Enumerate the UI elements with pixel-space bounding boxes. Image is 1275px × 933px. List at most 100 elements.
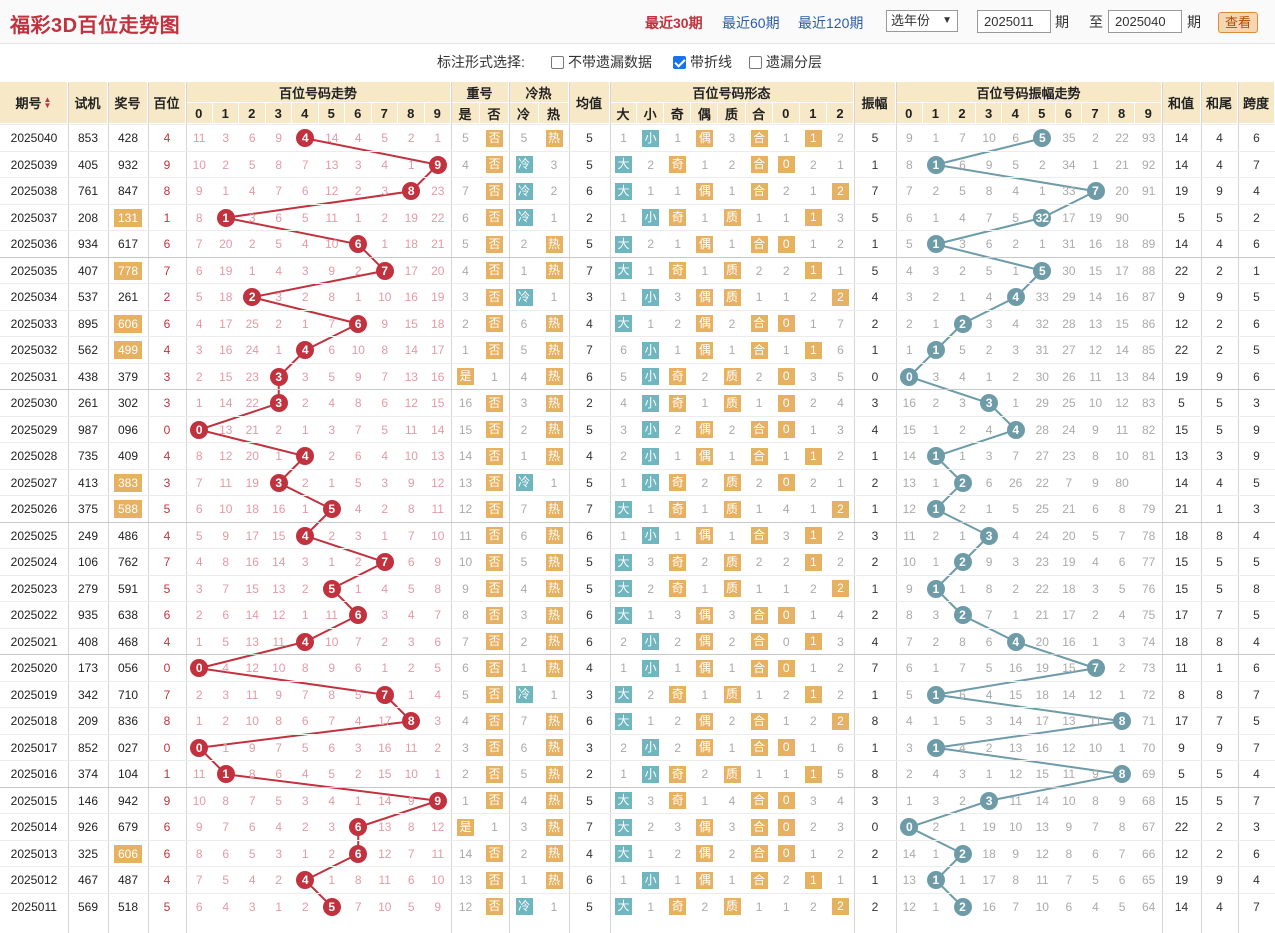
year-select-value: 选年份 — [891, 13, 931, 28]
repeat-tag: 否 — [486, 209, 503, 226]
trend-miss: 3 — [222, 687, 230, 702]
trend-miss: 12 — [325, 184, 339, 198]
row-separator — [0, 495, 1275, 496]
form-miss: 2 — [647, 581, 654, 596]
tail-value: 5 — [1216, 793, 1223, 808]
form-miss: 1 — [620, 290, 627, 304]
trend-miss: 5 — [354, 687, 362, 702]
span-value: 5 — [1253, 343, 1260, 357]
trend-miss: 9 — [354, 369, 362, 384]
amp-miss: 1 — [959, 290, 966, 304]
form-tag: 1 — [804, 553, 822, 571]
amp-value: 2 — [871, 475, 879, 490]
trend-miss: 2 — [301, 581, 309, 596]
period-60-link[interactable]: 最近60期 — [722, 15, 780, 31]
trend-miss: 2 — [354, 767, 362, 781]
avg-value: 6 — [586, 873, 593, 887]
amp-miss: 13 — [902, 873, 916, 887]
amp-miss: 15 — [902, 422, 916, 437]
header-issue[interactable]: 期号 ▲ ▼ — [0, 82, 68, 124]
trial-number: 852 — [77, 740, 99, 755]
trend-miss: 11 — [193, 131, 206, 145]
trend-miss: 1 — [195, 714, 203, 728]
span-value: 6 — [1253, 369, 1260, 384]
query-button[interactable]: 查看 — [1218, 12, 1258, 33]
amp-miss: 29 — [1035, 396, 1049, 410]
form-miss: 2 — [701, 899, 709, 914]
repeat-tag: 否 — [486, 288, 503, 306]
checkbox-icon[interactable] — [551, 56, 564, 69]
year-select[interactable]: 选年份 ▼ — [886, 10, 958, 32]
form-miss: 1 — [782, 767, 790, 781]
issue-number: 2025016 — [10, 767, 58, 781]
option-with-line[interactable]: 带折线 — [673, 53, 732, 71]
form-tag: 合 — [750, 606, 768, 624]
row-separator — [0, 760, 1275, 761]
repeat-miss: 13 — [458, 873, 473, 887]
header-amp: 振幅 — [854, 82, 896, 124]
trend-miss: 2 — [328, 449, 336, 463]
trend-miss: 15 — [431, 396, 445, 410]
amp-miss: 4 — [1092, 555, 1099, 569]
trend-miss: 10 — [192, 157, 206, 172]
checkbox-checked-icon[interactable] — [673, 56, 686, 69]
trend-ball: 2 — [243, 288, 262, 307]
coldhot-miss: 4 — [520, 581, 528, 596]
amp-miss: 11 — [1036, 873, 1049, 887]
trend-ball: 7 — [375, 553, 394, 572]
amp-miss: 13 — [1035, 820, 1049, 834]
trial-number: 279 — [77, 581, 99, 596]
amp-miss: 25 — [1062, 396, 1076, 410]
coldhot-tag: 冷 — [515, 474, 533, 491]
avg-value: 5 — [586, 237, 593, 251]
trend-miss: 3 — [434, 714, 442, 728]
span-value: 4 — [1253, 528, 1260, 543]
issue-number: 2025024 — [10, 555, 58, 569]
form-miss: 2 — [674, 422, 682, 437]
amp-miss: 8 — [1092, 793, 1099, 808]
span-value: 7 — [1253, 740, 1260, 755]
amp-miss: 19 — [1088, 210, 1103, 225]
trend-miss: 9 — [328, 263, 336, 278]
form-tag: 小 — [642, 765, 660, 783]
sort-icon[interactable]: ▲ ▼ — [43, 94, 52, 110]
form-miss: 1 — [674, 661, 682, 675]
trial-number: 761 — [77, 184, 99, 198]
checkbox-icon[interactable] — [749, 56, 762, 69]
to-issue-input[interactable]: 2025040 — [1108, 10, 1182, 33]
form-miss: 1 — [728, 449, 736, 463]
trend-miss: 4 — [354, 131, 362, 145]
option-miss-layer[interactable]: 遗漏分层 — [749, 53, 822, 71]
issue-number: 2025034 — [10, 290, 58, 304]
trend-miss: 8 — [328, 290, 336, 304]
from-issue-input[interactable]: 2025011 — [977, 10, 1051, 33]
trend-miss: 21 — [245, 422, 259, 437]
form-tag: 合 — [750, 341, 768, 359]
coldhot-tag: 热 — [545, 606, 563, 624]
trend-miss: 3 — [381, 184, 389, 198]
coldhot-tag: 热 — [545, 818, 563, 836]
option-no-miss-data[interactable]: 不带遗漏数据 — [551, 53, 652, 71]
hundred-digit: 5 — [163, 899, 171, 914]
amp-miss: 3 — [932, 793, 940, 808]
repeat-tag: 否 — [486, 262, 503, 279]
period-30-link[interactable]: 最近30期 — [645, 15, 703, 31]
top-bar: 福彩3D百位走势图 最近30期 最近60期 最近120期 选年份 ▼ 202501… — [0, 0, 1275, 44]
row-separator — [0, 468, 1275, 470]
coldhot-tag: 热 — [545, 500, 563, 518]
sum-value: 21 — [1174, 502, 1189, 516]
chevron-down-icon: ▼ — [942, 15, 952, 26]
row-separator — [0, 283, 1275, 284]
repeat-tag: 是 — [457, 818, 474, 836]
trend-miss: 1 — [354, 290, 362, 304]
coldhot-miss: 1 — [550, 290, 558, 304]
form-miss: 4 — [782, 502, 790, 516]
repeat-sub-header: 否 — [480, 103, 509, 124]
period-120-link[interactable]: 最近120期 — [798, 15, 864, 31]
form-miss: 1 — [620, 767, 627, 781]
form-miss: 1 — [837, 157, 844, 172]
span-value: 4 — [1253, 634, 1260, 649]
amp-miss: 1 — [932, 422, 940, 437]
issue-number: 2025022 — [10, 608, 58, 622]
avg-value: 2 — [586, 396, 593, 410]
